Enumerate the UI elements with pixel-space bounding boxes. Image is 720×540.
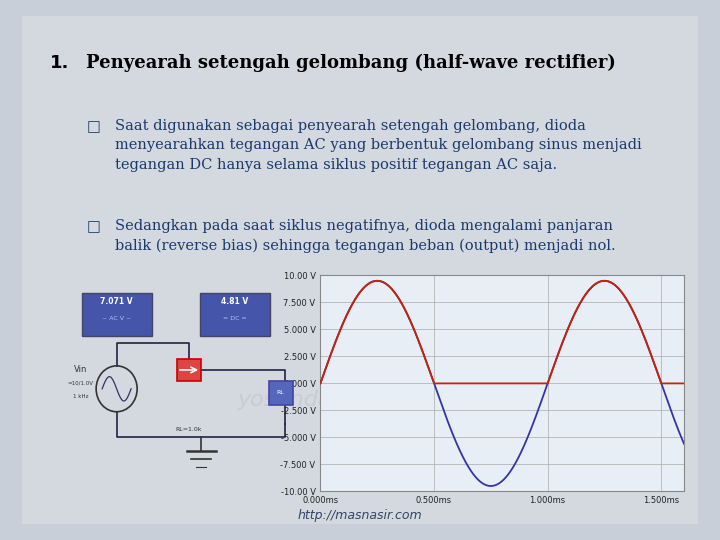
- Text: = DC =: = DC =: [223, 316, 247, 321]
- Text: 4.81 V: 4.81 V: [221, 296, 248, 306]
- Text: Penyearah setengah gelombang (half-wave rectifier): Penyearah setengah gelombang (half-wave …: [86, 54, 616, 72]
- Text: 1 kHz: 1 kHz: [73, 394, 89, 400]
- Text: RL: RL: [276, 390, 284, 395]
- Text: Sedangkan pada saat siklus negatifnya, dioda mengalami panjaran
balik (reverse b: Sedangkan pada saat siklus negatifnya, d…: [115, 219, 616, 253]
- Text: http://masnasir.com: http://masnasir.com: [297, 509, 423, 522]
- Text: =10/1.0V: =10/1.0V: [68, 381, 94, 386]
- Text: □: □: [86, 219, 100, 234]
- FancyBboxPatch shape: [81, 293, 152, 336]
- Text: 7.071 V: 7.071 V: [100, 296, 133, 306]
- Text: Saat digunakan sebagai penyearah setengah gelombang, dioda
menyearahkan tegangan: Saat digunakan sebagai penyearah setenga…: [115, 119, 642, 172]
- FancyBboxPatch shape: [22, 16, 698, 524]
- Text: 1.: 1.: [50, 54, 70, 72]
- Text: RL=1.0k: RL=1.0k: [176, 427, 202, 432]
- FancyBboxPatch shape: [177, 359, 201, 381]
- Text: Vin: Vin: [73, 366, 87, 374]
- FancyBboxPatch shape: [269, 381, 293, 405]
- Text: □: □: [86, 119, 100, 134]
- Text: ~ AC V ~: ~ AC V ~: [102, 316, 131, 321]
- Text: yos  nda.b  gspo .com: yos nda.b gspo .com: [238, 389, 482, 410]
- FancyBboxPatch shape: [200, 293, 270, 336]
